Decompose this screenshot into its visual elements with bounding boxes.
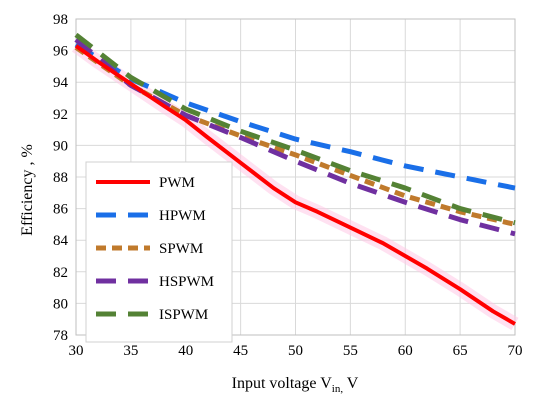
y-tick-label: 96	[53, 44, 69, 60]
legend-label-spwm: SPWM	[159, 241, 203, 257]
x-tick-label: 65	[453, 343, 468, 359]
y-tick-label: 84	[53, 233, 69, 249]
y-tick-label: 86	[53, 202, 69, 218]
y-tick-label: 92	[53, 107, 68, 123]
legend-label-hspwm: HSPWM	[159, 274, 214, 290]
legend-label-ispwm: ISPWM	[159, 307, 208, 323]
x-tick-label: 50	[288, 343, 303, 359]
series-line-pwm	[74, 44, 516, 326]
tick-labels: 30 35 40 45 50 55 60 65 70 78 80 82 84 86 88 90 92 94 96 98	[53, 12, 523, 359]
y-tick-label: 94	[53, 75, 69, 91]
series-group	[74, 32, 516, 326]
x-tick-label: 35	[123, 343, 138, 359]
y-tick-label: 82	[53, 265, 68, 281]
x-tick-label: 70	[508, 343, 523, 359]
series-line-hpwm	[74, 42, 516, 191]
y-tick-label: 90	[53, 138, 68, 154]
x-tick-label: 30	[69, 343, 84, 359]
y-tick-label: 78	[53, 328, 68, 344]
x-axis-title-main: Input voltage V	[232, 375, 333, 392]
x-axis-title-subscript: in,	[332, 383, 344, 395]
legend-label-pwm: PWM	[159, 175, 195, 191]
x-tick-label: 60	[398, 343, 413, 359]
legend-label-hpwm: HPWM	[159, 208, 206, 224]
y-tick-label: 88	[53, 170, 68, 186]
x-axis-title: Input voltage Vin, V	[232, 375, 359, 395]
legend: PWM HPWM SPWM HSPWM ISPWM	[85, 161, 233, 343]
y-tick-label: 80	[53, 296, 68, 312]
x-tick-label: 45	[233, 343, 248, 359]
plot-frame	[75, 18, 516, 336]
y-tick-label: 98	[53, 12, 68, 28]
y-axis-title: Efficiency , %	[19, 144, 36, 236]
x-tick-label: 55	[343, 343, 358, 359]
x-axis-title-suffix: V	[343, 375, 359, 392]
x-tick-label: 40	[178, 343, 193, 359]
